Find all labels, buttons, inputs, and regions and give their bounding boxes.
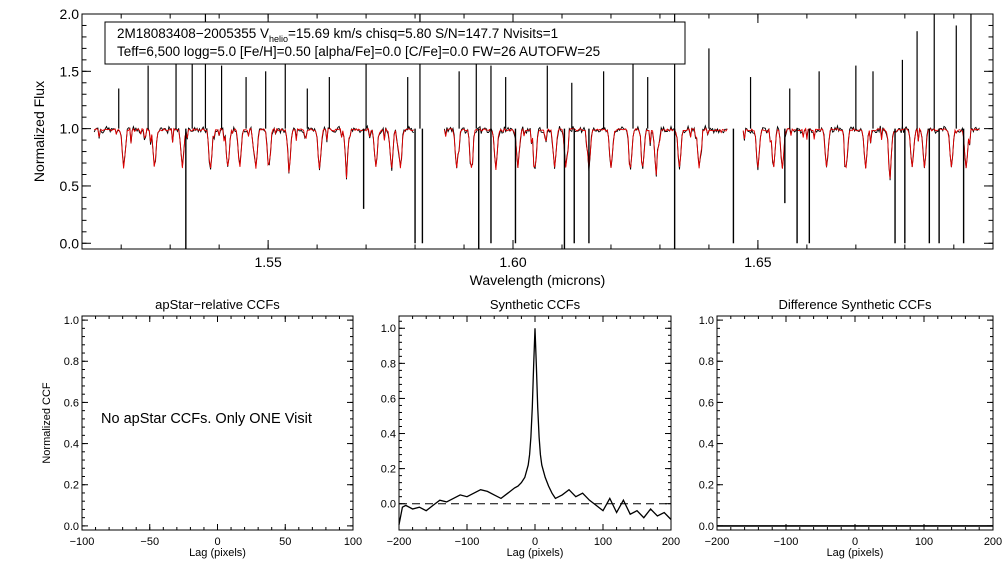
y-tick-label: 0.6	[699, 397, 714, 409]
spectrum-plot-area	[93, 14, 980, 249]
x-tick-label: 1.55	[254, 254, 281, 270]
y-tick-label: 2.0	[60, 6, 80, 22]
y-tick-label: 0.0	[699, 521, 714, 533]
difference-ccf-title: Difference Synthetic CCFs	[779, 297, 932, 312]
y-tick-label: 0.4	[381, 428, 396, 440]
apstar-ccf-y-axis-label: Normalized CCF	[41, 382, 53, 464]
info-box	[104, 21, 686, 65]
synthetic-ccf-panel: Synthetic CCFs −200 −100 0 100 200 0.0 0.2 0.4 0…	[381, 297, 680, 559]
synthetic-ccf-x-axis-label: Lag (pixels)	[507, 547, 564, 559]
x-tick-label: 200	[984, 536, 1002, 548]
spectrum-panel: 1.55 1.60 1.65 0.0 0.5 1.0 1.5 2.0 Wavelength (…	[31, 6, 994, 288]
y-tick-label: 0.0	[381, 499, 396, 511]
y-tick-label: 1.0	[64, 315, 79, 327]
spectrum-x-axis-label: Wavelength (microns)	[470, 272, 606, 288]
y-tick-label: 1.0	[60, 121, 80, 137]
y-tick-label: 0.4	[699, 439, 714, 451]
y-tick-label: 0.4	[64, 439, 79, 451]
y-tick-label: 0.2	[381, 464, 396, 476]
info-line-1-part-a: 2M18083408−2005355 V	[117, 26, 269, 41]
model-spectrum-line	[94, 127, 415, 179]
apstar-ccf-panel: apStar−relative CCFs −100 −50 0 50 100 0.0 0.2…	[41, 297, 362, 559]
x-tick-label: −50	[140, 536, 159, 548]
model-spectrum-line	[443, 127, 728, 176]
difference-ccf-ticks: −200 −100 0 100 200 0.0 0.2 0.4 0.6 0.8 1.0	[699, 315, 1002, 548]
difference-ccf-axes-frame	[716, 315, 994, 531]
x-tick-label: −200	[387, 536, 412, 548]
difference-ccf-panel: Difference Synthetic CCFs −200 −100 0 100 20…	[699, 297, 1002, 559]
synthetic-ccf-line	[398, 328, 672, 525]
x-tick-label: 50	[279, 536, 291, 548]
y-tick-label: 1.5	[60, 63, 80, 79]
apstar-ccf-ticks: −100 −50 0 50 100 0.0 0.2 0.4 0.6 0.8 1.0	[64, 315, 362, 548]
y-tick-label: 0.8	[381, 358, 396, 370]
x-tick-label: 100	[915, 536, 933, 548]
x-tick-label: 0	[852, 536, 858, 548]
spectrum-axes-frame	[81, 13, 994, 250]
synthetic-ccf-ticks: −200 −100 0 100 200 0.0 0.2 0.4 0.6 0.8 1.0	[381, 316, 680, 548]
info-line-1: 2M18083408−2005355 Vhelio=15.69 km/s chi…	[117, 26, 558, 44]
info-line-2: Teff=6,500 logg=5.0 [Fe/H]=0.50 [alpha/F…	[117, 44, 600, 59]
x-tick-label: −100	[774, 536, 799, 548]
synthetic-ccf-title: Synthetic CCFs	[490, 297, 581, 312]
info-line-1-subscript: helio	[269, 34, 288, 44]
synthetic-ccf-axes-frame	[398, 315, 672, 531]
x-tick-label: −200	[705, 536, 730, 548]
observed-spectrum-line	[742, 124, 980, 181]
y-tick-label: 0.8	[64, 356, 79, 368]
y-tick-label: 0.2	[699, 480, 714, 492]
x-tick-label: −100	[455, 536, 480, 548]
spectrum-ticks: 1.55 1.60 1.65 0.0 0.5 1.0 1.5 2.0	[60, 6, 993, 270]
x-tick-label: 100	[344, 536, 362, 548]
x-tick-label: 0	[532, 536, 538, 548]
spectrum-y-axis-label: Normalized Flux	[31, 81, 47, 182]
x-tick-label: 1.65	[744, 254, 771, 270]
y-tick-label: 0.5	[60, 178, 80, 194]
y-tick-label: 0.6	[381, 393, 396, 405]
x-tick-label: 100	[594, 536, 612, 548]
apstar-ccf-title: apStar−relative CCFs	[155, 297, 280, 312]
x-tick-label: 200	[662, 536, 680, 548]
no-ccf-message: No apStar CCFs. Only ONE Visit	[101, 411, 312, 427]
y-tick-label: 0.2	[64, 480, 79, 492]
y-tick-label: 1.0	[699, 315, 714, 327]
y-tick-label: 0.0	[64, 521, 79, 533]
x-tick-label: −100	[70, 536, 95, 548]
info-line-1-part-b: =15.69 km/s chisq=5.80 S/N=147.7 Nvisits…	[288, 26, 558, 41]
y-tick-label: 0.0	[60, 235, 80, 251]
x-tick-label: 1.60	[499, 254, 526, 270]
synthetic-ccf-plot-area	[398, 328, 672, 525]
y-tick-label: 0.8	[699, 356, 714, 368]
y-tick-label: 1.0	[381, 323, 396, 335]
apstar-ccf-x-axis-label: Lag (pixels)	[189, 547, 246, 559]
model-spectrum-line	[742, 127, 980, 179]
y-tick-label: 0.6	[64, 397, 79, 409]
x-tick-label: 0	[214, 536, 220, 548]
difference-ccf-x-axis-label: Lag (pixels)	[827, 547, 884, 559]
